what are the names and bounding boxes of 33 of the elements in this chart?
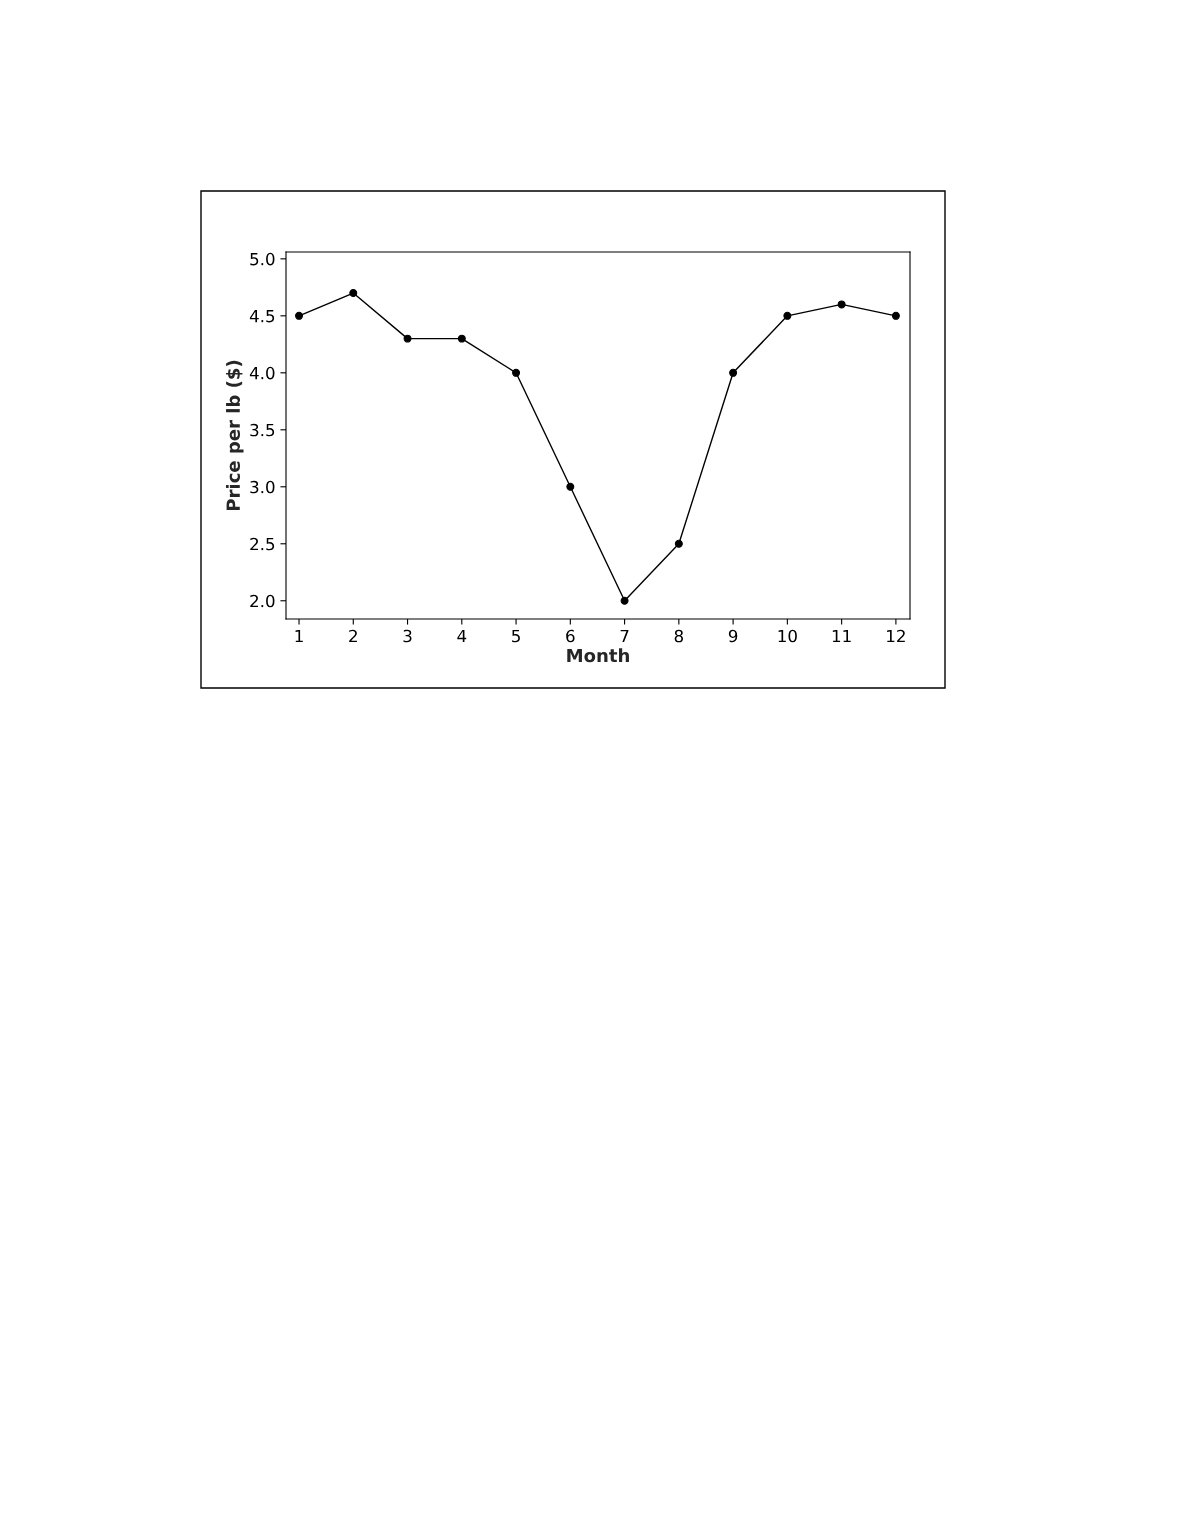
point (349, 289, 358, 298)
y-tick-label: 5.0 (250, 252, 275, 266)
point (783, 311, 792, 320)
x-tick-label: 1 (295, 629, 303, 643)
point (512, 368, 521, 377)
x-axis-title: Month (567, 648, 629, 663)
x-tick-label: 6 (566, 629, 575, 643)
x-tick-label: 10 (778, 629, 797, 643)
x-tick-label: 11 (832, 629, 851, 643)
x-tick-label: 8 (674, 629, 684, 643)
x-tick-label: 3 (403, 629, 412, 643)
point (620, 596, 629, 605)
x-tick-label: 12 (887, 629, 905, 643)
point (295, 311, 304, 320)
point (674, 539, 683, 548)
y-tick-label: 3.5 (250, 423, 275, 437)
x-tick-label: 9 (728, 629, 738, 643)
point (837, 300, 846, 309)
point (566, 482, 575, 491)
y-tick-label: 4.5 (249, 310, 275, 323)
y-tick-label: 4.0 (249, 366, 275, 380)
point (457, 334, 466, 343)
x-tick-label: 7 (620, 629, 629, 643)
point (403, 334, 412, 343)
x-tick-label: 4 (457, 629, 467, 643)
y-tick-label: 2.0 (250, 594, 275, 608)
point (729, 368, 738, 377)
point (891, 311, 900, 320)
y-tick-label: 2.5 (250, 537, 275, 551)
x-tick-label: 5 (512, 629, 520, 643)
x-tick-label: 2 (349, 629, 357, 643)
y-axis-title: Price per lb ($) (226, 360, 244, 511)
y-tick-label: 3.0 (250, 480, 275, 494)
